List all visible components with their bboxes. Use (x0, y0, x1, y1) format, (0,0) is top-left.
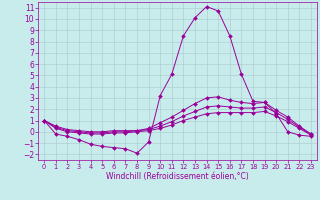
X-axis label: Windchill (Refroidissement éolien,°C): Windchill (Refroidissement éolien,°C) (106, 172, 249, 181)
